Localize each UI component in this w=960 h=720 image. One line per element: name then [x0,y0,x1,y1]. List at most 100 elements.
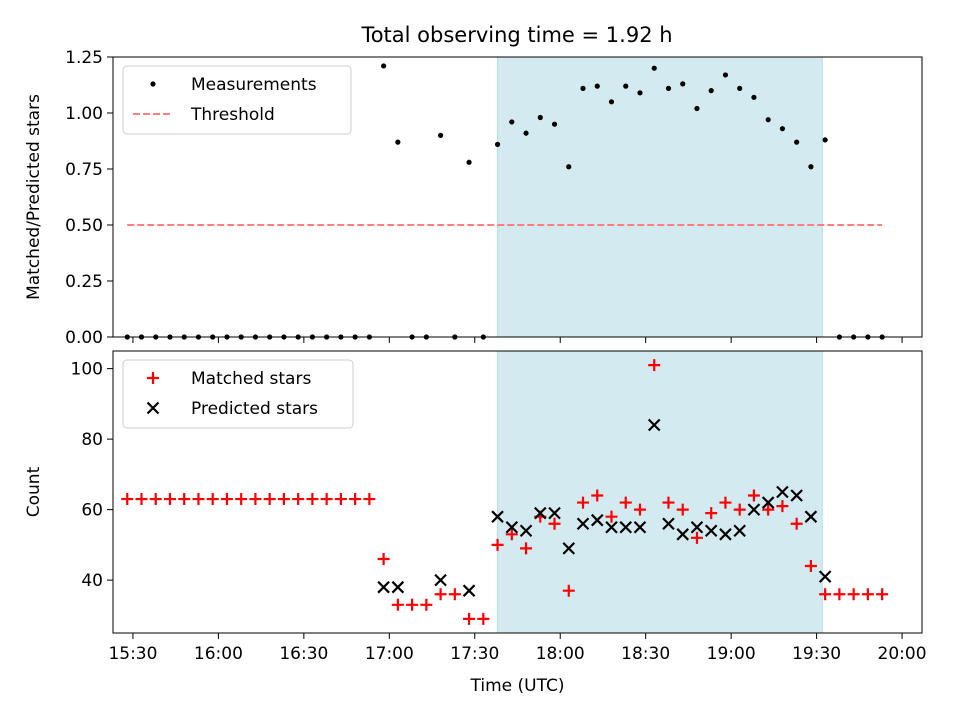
matched-star-point [733,503,746,516]
predicted-star-point [818,570,832,583]
legend-marker [150,81,156,87]
matched-star-point [320,493,333,506]
matched-star-point [633,503,646,516]
matched-star-point [149,493,162,506]
predicted-star-point [590,513,604,527]
matched-star-point [833,588,846,601]
bottom-plot-frame [112,350,923,634]
matched-star-point [491,538,504,551]
predicted-star-point [647,418,661,432]
predicted-star-point [776,485,789,499]
predicted-star-point [704,524,718,538]
y-tick-label: 0.50 [65,216,103,236]
top-plot-frame [112,56,923,338]
matched-star-point [719,496,732,509]
observing-window-shade-bottom [497,350,823,634]
measurement-point [737,85,743,91]
legend-label: Measurements [191,75,317,95]
measurement-point [651,65,657,71]
matched-star-point [463,612,476,625]
predicted-star-point [605,520,618,534]
predicted-star-point [377,580,390,594]
x-tick-label: 20:00 [878,644,927,664]
matched-star-point [605,510,618,523]
measurement-point [779,126,786,132]
matched-star-point [448,588,461,601]
matched-star-point [334,493,347,506]
measurement-point [623,83,629,89]
matched-star-point [790,517,803,530]
predicted-star-point [662,517,675,531]
measurement-point [523,130,529,136]
bottom-legend: Matched stars Predicted stars [122,359,354,429]
top-legend: Measurements Threshold [122,65,352,135]
matched-star-point [249,493,262,506]
matched-star-point [804,560,817,573]
predicted-star-point [619,520,633,534]
top-axis-ticks: 0.00 0.25 0.50 0.75 1.00 1.25 [65,48,903,348]
x-tick-label: 16:00 [194,644,243,664]
measurement-point [765,117,771,123]
measurement-point [751,94,757,100]
matched-star-point [363,493,376,506]
predicted-star-point [391,580,405,594]
matched-star-point [163,493,176,506]
predicted-star-point [719,528,732,541]
measurement-point [537,114,543,121]
matched-star-point [349,493,362,506]
matched-star-point [776,500,789,513]
top-y-axis-label: Matched/Predicted stars [24,94,44,300]
matched-star-point [135,493,148,506]
predicted-star-point [633,520,647,534]
measurement-point [708,88,714,94]
measurement-point [808,164,814,170]
matched-star-point [747,489,760,502]
matched-star-point [562,584,575,597]
predicted-star-point [733,524,746,538]
x-axis-label: Time (UTC) [470,676,565,696]
x-tick-label: 18:30 [621,644,670,664]
x-tick-label: 16:30 [279,644,328,664]
predicted-star-point [491,510,504,523]
ratio-panel: 0.00 0.25 0.50 0.75 1.00 1.25 Matched/Predict… [24,48,923,348]
count-marks [121,359,889,625]
y-tick-label: 40 [81,571,103,591]
matched-star-point [520,542,533,555]
y-tick-label: 80 [81,430,103,450]
matched-star-point [377,552,390,565]
measurement-point [594,83,600,89]
matched-star-point [548,517,561,530]
matched-star-point [477,612,490,625]
observing-window-shade-top [497,56,823,338]
measurement-point [580,85,586,91]
measurement-point [694,105,700,112]
bottom-axis-ticks: 40 60 80 100 15:30 16:00 16:30 17:00 17:30 18:00 1… [71,360,927,664]
count-panel: 40 60 80 100 15:30 16:00 16:30 17:00 17:30 18:00 1… [24,350,927,696]
measurement-point [566,164,572,170]
matched-star-point [619,496,632,509]
predicted-star-point [790,489,803,502]
x-tick-label: 17:00 [365,644,414,664]
measurement-point [794,139,800,145]
matched-star-point [847,588,860,601]
predicted-star-point [690,520,704,534]
x-tick-label: 19:30 [792,644,841,664]
x-tick-label: 18:00 [536,644,585,664]
matched-star-point [121,493,134,506]
legend-label: Matched stars [191,369,311,389]
matched-star-point [220,493,233,506]
measurement-point [608,99,615,105]
predicted-star-point [505,520,519,534]
measurement-point [637,90,643,96]
matched-star-point [690,531,703,544]
y-tick-label: 1.00 [65,104,103,124]
predicted-star-point [676,528,689,541]
matched-star-point [591,489,604,502]
measurement-point [680,81,686,87]
legend-box [122,65,352,135]
matched-star-point [705,507,718,520]
matched-star-point [434,588,447,601]
y-tick-label: 0.75 [65,160,103,180]
matched-star-point [406,598,419,611]
